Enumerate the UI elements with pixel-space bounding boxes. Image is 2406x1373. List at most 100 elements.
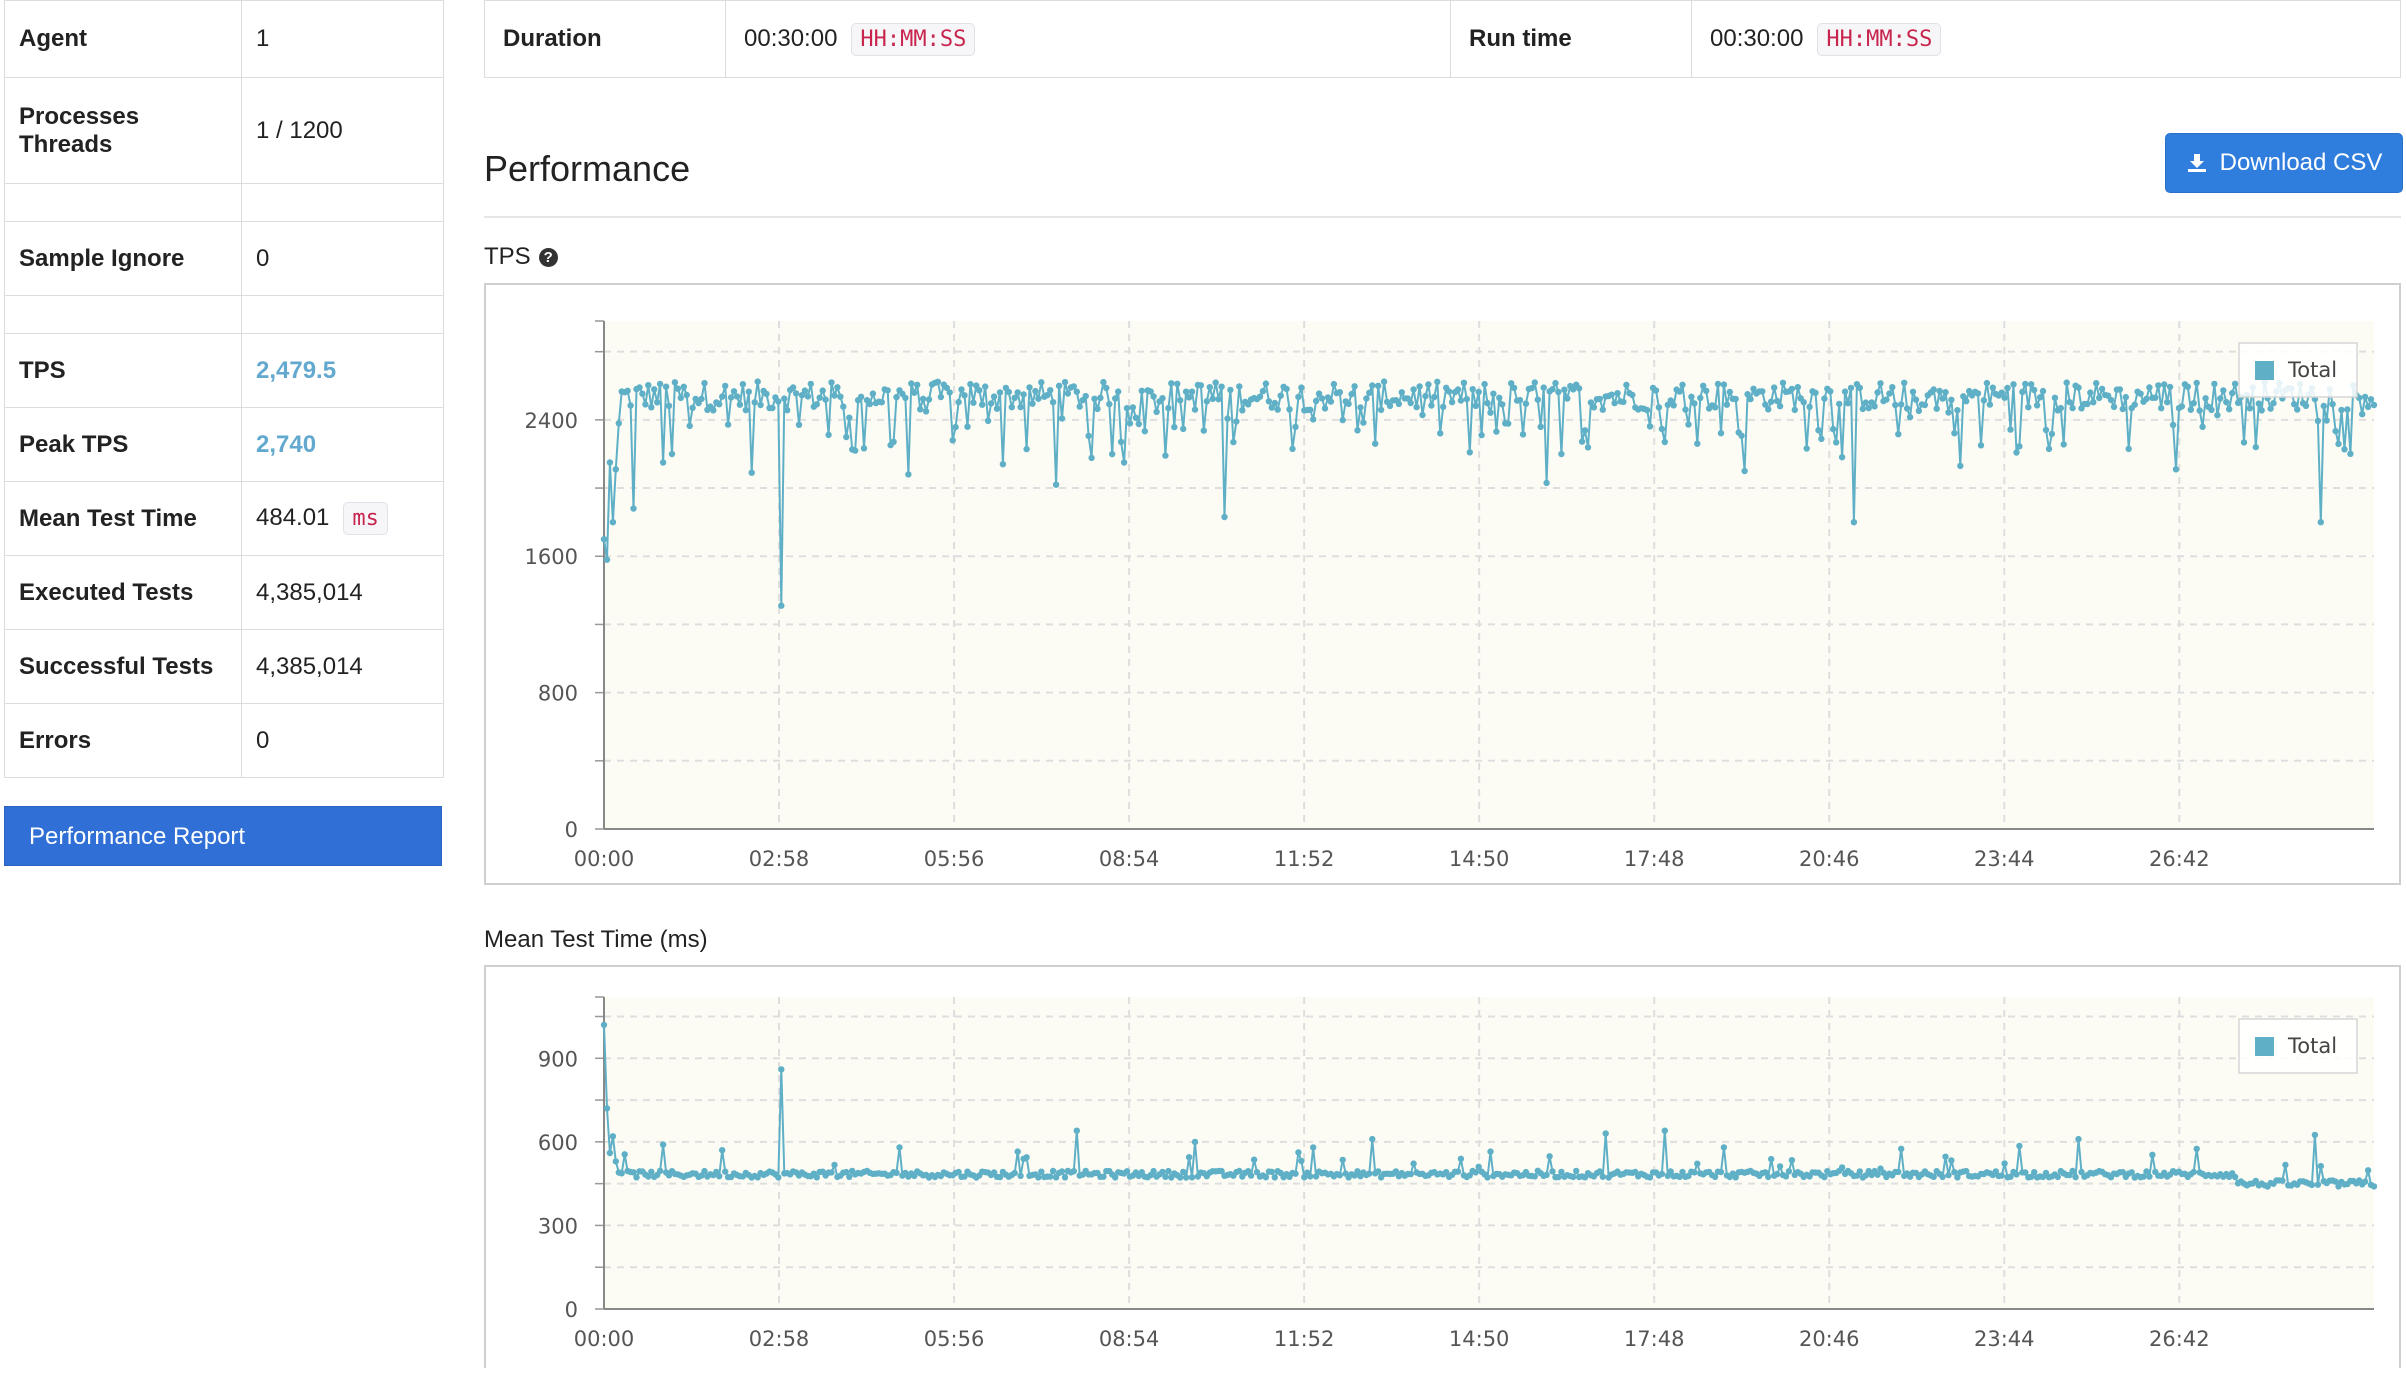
data-point	[825, 431, 832, 439]
data-point	[1029, 400, 1036, 407]
data-point	[1395, 400, 1403, 408]
data-point	[1998, 1172, 2005, 1179]
performance-report-button[interactable]: Performance Report	[4, 806, 442, 866]
data-point	[1209, 395, 1216, 402]
data-point	[1519, 431, 1527, 438]
data-point	[665, 402, 673, 410]
data-point	[1747, 395, 1754, 403]
data-point	[1032, 387, 1039, 395]
tps-title-text: TPS	[484, 243, 531, 270]
data-point	[2190, 1168, 2197, 1176]
data-point	[2308, 1181, 2316, 1189]
data-point	[1865, 404, 1872, 412]
x-tick-label: 11:52	[1274, 1327, 1335, 1351]
data-point	[1901, 379, 1908, 386]
data-point	[1800, 399, 1807, 406]
data-point	[1038, 1168, 1045, 1175]
duration-value: 00:30:00	[744, 24, 838, 52]
data-point	[1776, 1163, 1784, 1170]
data-point	[1236, 1167, 1243, 1175]
data-point	[1005, 388, 1012, 396]
x-tick-label: 08:54	[1099, 847, 1160, 871]
data-point	[1957, 462, 1964, 470]
data-point	[961, 392, 968, 399]
data-point	[1694, 1160, 1701, 1167]
data-point	[2370, 1183, 2378, 1190]
data-point	[701, 379, 708, 387]
data-point	[2223, 398, 2230, 406]
y-tick-label: 0	[565, 1298, 578, 1322]
data-point	[1428, 402, 1435, 409]
data-point	[1153, 408, 1160, 415]
data-point	[1738, 432, 1745, 439]
data-point	[1330, 380, 1338, 388]
data-point	[1561, 386, 1568, 393]
data-point	[2128, 1169, 2135, 1176]
stat-label: Successful Tests	[4, 629, 242, 704]
data-point	[917, 406, 924, 413]
data-point	[1685, 421, 1692, 428]
stat-value: 484.01	[256, 503, 330, 531]
data-point	[1076, 403, 1083, 410]
data-point	[600, 536, 608, 543]
data-point	[1508, 380, 1515, 387]
data-point	[2252, 443, 2259, 451]
data-point	[1162, 452, 1169, 459]
data-point	[1357, 404, 1364, 411]
data-point	[1564, 395, 1571, 402]
data-point	[911, 389, 918, 396]
data-point	[1951, 1169, 1958, 1176]
stat-label-processes: Processes	[19, 102, 140, 130]
data-point	[1203, 398, 1210, 405]
data-point	[2282, 1161, 2289, 1169]
data-point	[1159, 395, 1166, 402]
data-point	[1227, 386, 1234, 394]
data-point	[2031, 386, 2038, 394]
stat-value: 2,740	[241, 407, 444, 482]
stats-row-successful-tests: Successful Tests 4,385,014	[4, 629, 444, 704]
data-point	[1788, 385, 1796, 393]
data-point	[1123, 1168, 1131, 1175]
question-circle-icon[interactable]: ?	[538, 248, 558, 268]
data-point	[1457, 397, 1465, 404]
data-point	[1218, 383, 1225, 390]
data-point	[1570, 1173, 1577, 1181]
data-point	[1070, 383, 1077, 390]
data-point	[1312, 397, 1320, 405]
data-point	[1679, 381, 1686, 388]
data-point	[857, 393, 865, 400]
download-csv-button[interactable]: Download CSV	[2165, 133, 2403, 193]
data-point	[893, 393, 900, 401]
data-point	[970, 399, 977, 406]
data-point	[996, 389, 1004, 396]
data-point	[1123, 405, 1131, 412]
stats-row-agent: Agent 1	[4, 0, 444, 78]
data-point	[639, 390, 646, 397]
data-point	[1723, 401, 1731, 408]
data-point	[2184, 383, 2191, 390]
data-point	[1505, 420, 1512, 427]
data-point	[834, 384, 841, 391]
data-point	[683, 391, 690, 399]
data-point	[1445, 388, 1453, 395]
stats-row-sample-ignore: Sample Ignore 0	[4, 221, 444, 296]
data-point	[1552, 379, 1559, 387]
data-point	[1008, 404, 1015, 411]
data-point	[1292, 423, 1299, 431]
stat-value: 4,385,014	[241, 629, 444, 704]
data-point	[1484, 1174, 1491, 1181]
data-point	[1558, 450, 1565, 458]
data-point	[1546, 1153, 1553, 1160]
data-point	[2367, 396, 2375, 403]
data-point	[1531, 1173, 1539, 1180]
data-point	[1543, 479, 1550, 487]
data-point	[878, 399, 885, 406]
data-point	[1126, 420, 1134, 427]
stats-row-processes-threads: Processes Threads 1 / 1200	[4, 77, 444, 184]
data-point	[645, 382, 652, 389]
data-point	[1200, 427, 1207, 434]
data-point	[659, 1141, 667, 1148]
data-point	[686, 422, 693, 430]
data-point	[1100, 378, 1107, 386]
data-point	[1277, 392, 1284, 399]
